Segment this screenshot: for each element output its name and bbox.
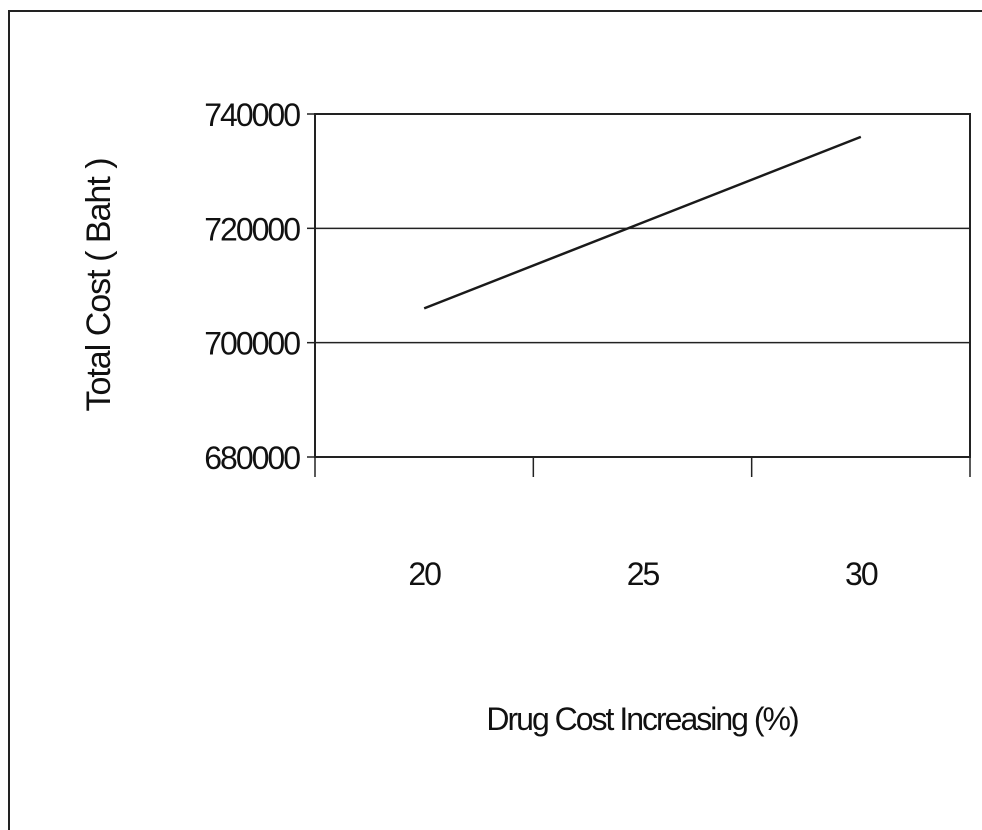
x-tick-label: 20 [408,556,441,592]
x-axis-ticks: 20 25 30 [315,457,970,592]
series-layer [424,137,861,309]
x-axis-title: Drug Cost Increasing (%) [486,701,798,737]
y-axis-title: Total Cost ( Baht ) [80,158,118,411]
y-axis-ticks: 680000 700000 720000 740000 [204,97,315,476]
y-tick-label: 720000 [204,211,300,247]
x-tick-label: 25 [627,556,660,592]
x-tick-label: 30 [845,556,878,592]
y-tick-label: 700000 [204,326,300,362]
y-tick-label: 680000 [204,440,300,476]
plot-area [315,114,970,457]
y-tick-label: 740000 [204,97,300,133]
gridlines [315,228,970,342]
